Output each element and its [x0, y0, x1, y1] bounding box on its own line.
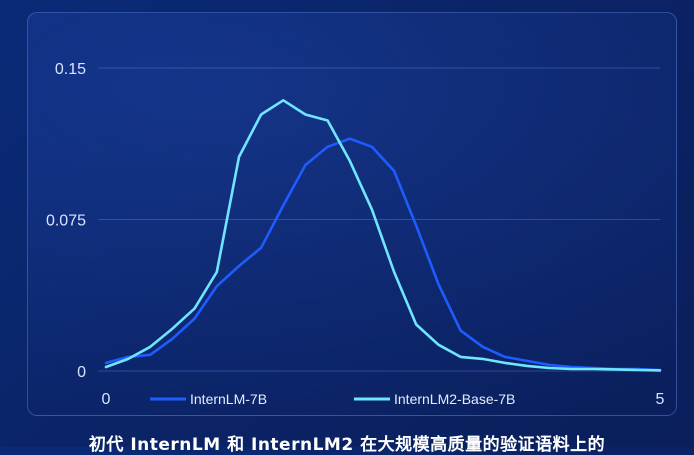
legend-label: InternLM2-Base-7B — [394, 391, 515, 407]
x-tick-label: 5 — [656, 391, 665, 408]
y-tick-label: 0.15 — [55, 61, 86, 78]
y-axis-ticks: 0 0.075 0.15 — [46, 61, 86, 381]
chart-caption: 初代 InternLM 和 InternLM2 在大规模高质量的验证语料上的 — [88, 435, 606, 455]
x-tick-label: 0 — [102, 391, 111, 408]
series-line-0 — [104, 137, 662, 372]
legend-label: InternLM-7B — [190, 391, 267, 407]
y-tick-label: 0 — [77, 364, 86, 381]
y-tick-label: 0.075 — [46, 213, 86, 230]
grid-lines — [98, 67, 660, 372]
series-line-1 — [104, 99, 662, 372]
legend: InternLM-7B InternLM2-Base-7B — [150, 391, 515, 407]
series-lines — [104, 99, 662, 372]
chart-panel — [27, 12, 677, 416]
